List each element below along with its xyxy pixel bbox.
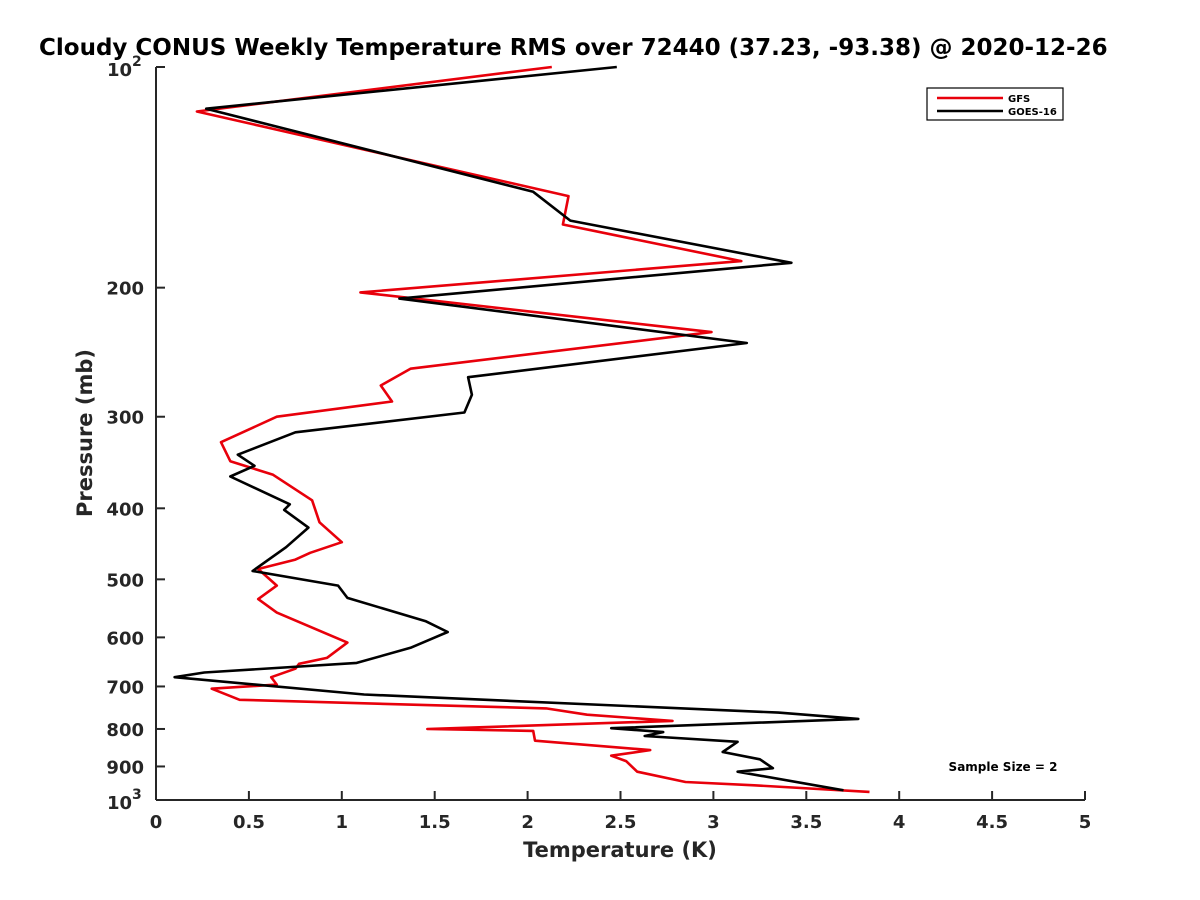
sample-size-annotation: Sample Size = 2 bbox=[949, 760, 1058, 774]
legend-label: GOES-16 bbox=[1008, 107, 1057, 118]
plot-area bbox=[173, 65, 870, 794]
y-tick-label: 10 bbox=[107, 793, 132, 814]
series-line-goes-16 bbox=[173, 65, 860, 792]
y-tick-exponent: 3 bbox=[132, 787, 142, 803]
y-tick-label: 500 bbox=[106, 570, 144, 591]
x-axis-label: Temperature (K) bbox=[523, 838, 717, 862]
chart-title: Cloudy CONUS Weekly Temperature RMS over… bbox=[39, 35, 1108, 61]
x-tick-label: 4.5 bbox=[976, 812, 1008, 833]
series-line-gfs bbox=[195, 65, 870, 794]
x-tick-label: 2.5 bbox=[605, 812, 637, 833]
y-tick-label: 600 bbox=[106, 628, 144, 649]
x-tick-label: 3.5 bbox=[790, 812, 822, 833]
y-axis-label: Pressure (mb) bbox=[73, 349, 97, 517]
x-tick-label: 0.5 bbox=[233, 812, 265, 833]
legend: GFS GOES-16 bbox=[926, 87, 1064, 121]
y-tick-label: 800 bbox=[106, 720, 144, 741]
legend-label: GFS bbox=[1008, 94, 1030, 105]
x-tick-label: 1 bbox=[336, 812, 349, 833]
legend-box bbox=[926, 87, 1064, 121]
x-tick-label: 4 bbox=[893, 812, 906, 833]
axes: 0 0.5 1 1.5 2 2.5 3 3.5 4 4.5 510 22003004005006007… bbox=[106, 54, 1091, 833]
y-tick-label: 200 bbox=[106, 279, 144, 300]
y-tick-label: 300 bbox=[106, 408, 144, 429]
y-tick-label: 400 bbox=[106, 499, 144, 520]
y-tick-label: 700 bbox=[106, 677, 144, 698]
x-tick-label: 2 bbox=[521, 812, 534, 833]
x-tick-label: 3 bbox=[707, 812, 720, 833]
y-tick-label: 10 bbox=[107, 60, 132, 81]
x-tick-label: 5 bbox=[1079, 812, 1092, 833]
y-tick-label: 900 bbox=[106, 757, 144, 778]
y-tick-exponent: 2 bbox=[132, 54, 142, 70]
x-tick-label: 0 bbox=[150, 812, 163, 833]
x-tick-label: 1.5 bbox=[419, 812, 451, 833]
